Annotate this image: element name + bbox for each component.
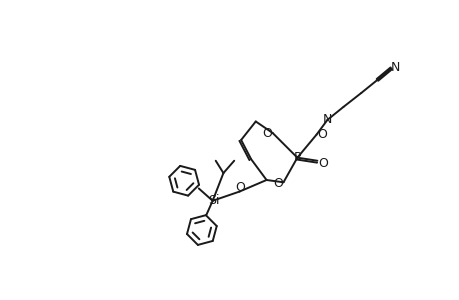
Text: N: N	[390, 61, 400, 74]
Text: O: O	[318, 157, 328, 170]
Text: O: O	[316, 128, 326, 141]
Text: O: O	[235, 181, 245, 194]
Text: O: O	[273, 177, 282, 190]
Text: P: P	[293, 151, 301, 164]
Text: O: O	[262, 127, 272, 140]
Text: N: N	[322, 113, 331, 126]
Text: Si: Si	[208, 194, 219, 207]
